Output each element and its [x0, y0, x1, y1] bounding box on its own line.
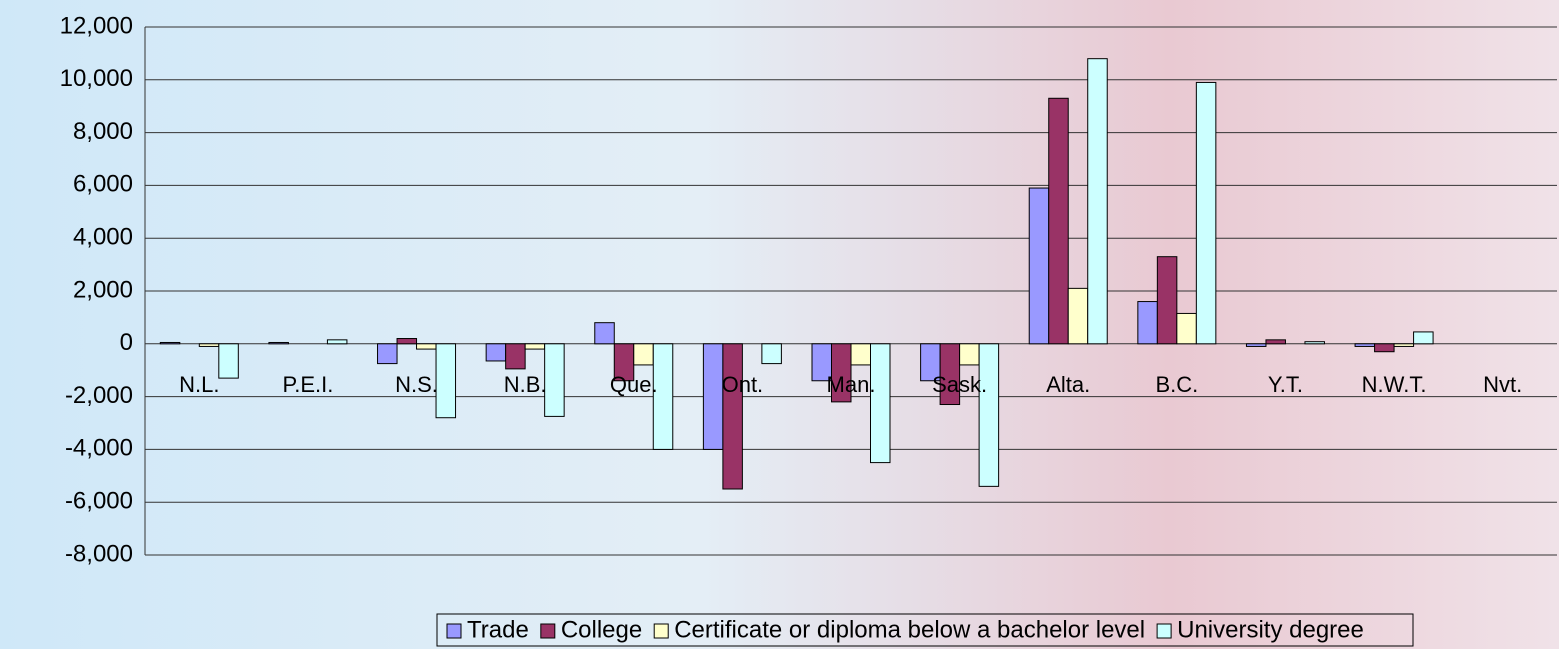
bar — [377, 343, 398, 365]
bar — [1393, 343, 1415, 347]
x-tick-label: Alta. — [1046, 372, 1090, 397]
bar — [1265, 339, 1286, 345]
bar — [702, 343, 724, 450]
legend-swatch — [653, 623, 669, 639]
legend-box — [436, 613, 1414, 647]
y-tick-label: -2,000 — [65, 382, 133, 409]
bar — [218, 343, 239, 379]
bar — [505, 343, 526, 370]
bar — [722, 343, 743, 490]
legend-swatch — [540, 623, 556, 639]
bar — [870, 343, 891, 464]
y-tick-label: -8,000 — [65, 540, 133, 567]
bar — [1304, 341, 1325, 345]
y-tick-label: 4,000 — [73, 224, 133, 251]
bar — [831, 343, 852, 403]
bar — [159, 341, 181, 345]
bar — [939, 343, 961, 406]
x-tick-label: N.B. — [504, 372, 547, 397]
bar — [326, 339, 348, 345]
x-tick-label: Sask. — [932, 372, 987, 397]
x-tick-label: Nvt. — [1483, 372, 1522, 397]
bar — [1354, 343, 1376, 347]
bar — [1195, 81, 1217, 345]
bar — [1413, 331, 1434, 345]
bar — [1048, 97, 1069, 345]
x-tick-label: N.W.T. — [1362, 372, 1427, 397]
bar — [396, 338, 418, 345]
bar — [485, 343, 507, 362]
legend-label: Certificate or diploma below a bachelor … — [674, 616, 1145, 643]
x-tick-label: Y.T. — [1268, 372, 1303, 397]
y-tick-label: 12,000 — [60, 12, 133, 39]
bar — [594, 322, 615, 345]
bar — [850, 343, 871, 366]
legend-swatch — [1156, 623, 1172, 639]
bar — [544, 343, 565, 417]
y-tick-label: 2,000 — [73, 276, 133, 303]
x-tick-label: P.E.I. — [282, 372, 333, 397]
bar — [978, 343, 1000, 487]
bar — [435, 343, 457, 419]
y-tick-label: 8,000 — [73, 118, 133, 145]
legend-label: University degree — [1177, 616, 1364, 643]
y-tick-label: 0 — [120, 329, 133, 356]
bar — [652, 343, 674, 450]
x-tick-label: Ont. — [722, 372, 764, 397]
x-tick-label: N.S. — [395, 372, 438, 397]
bar — [761, 343, 782, 365]
y-tick-label: -4,000 — [65, 435, 133, 462]
legend-label: College — [561, 616, 642, 643]
bar — [268, 341, 289, 345]
y-tick-label: -6,000 — [65, 488, 133, 515]
bar — [1245, 343, 1267, 347]
bar — [1028, 187, 1050, 345]
bar — [1067, 287, 1089, 345]
legend-swatch — [446, 623, 462, 639]
bar — [1374, 343, 1395, 353]
x-tick-label: N.L. — [179, 372, 219, 397]
bar — [1176, 312, 1197, 345]
bar — [416, 343, 437, 350]
y-tick-label: 6,000 — [73, 171, 133, 198]
bar — [524, 343, 546, 350]
x-tick-label: Man. — [827, 372, 876, 397]
legend-label: Trade — [467, 616, 529, 643]
y-tick-label: 10,000 — [60, 65, 133, 92]
bar — [1087, 58, 1108, 345]
bar — [633, 343, 654, 366]
bar — [198, 343, 220, 347]
x-tick-label: Que. — [610, 372, 658, 397]
bar — [1137, 301, 1158, 345]
bar — [959, 343, 980, 366]
x-tick-label: B.C. — [1155, 372, 1198, 397]
bar — [1156, 256, 1178, 345]
